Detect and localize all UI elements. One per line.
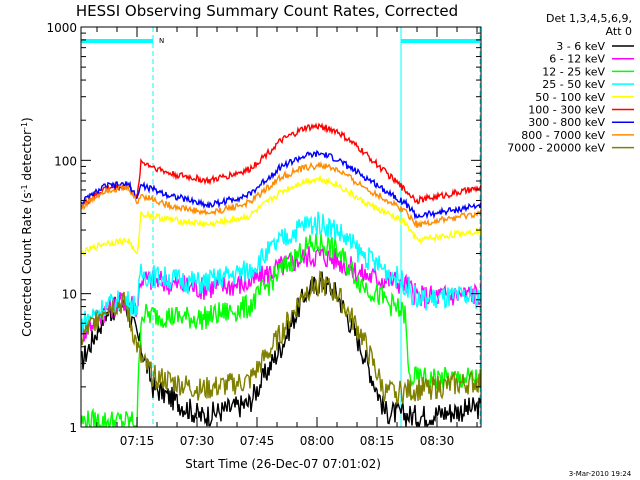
- legend-header: Att 0: [606, 25, 632, 38]
- legend-header: Det 1,3,4,5,6,9,: [546, 12, 632, 25]
- legend-label: 25 - 50 keV: [542, 78, 605, 91]
- footer-timestamp: 3-Mar-2010 19:24: [569, 470, 632, 478]
- legend-label: 7000 - 20000 keV: [507, 142, 605, 155]
- y-axis: 1 10 100 1000: [46, 21, 481, 435]
- plot-frame: [80, 26, 482, 428]
- legend-label: 6 - 12 keV: [549, 53, 605, 66]
- flag-marker-n: N: [159, 37, 164, 45]
- series-line: [81, 246, 481, 343]
- x-tick-label: 07:45: [240, 434, 275, 448]
- x-axis: 07:15 07:30 07:45 08:00 08:15 08:30: [96, 27, 478, 448]
- legend-label: 300 - 800 keV: [528, 116, 605, 129]
- x-axis-label: Start Time (26-Dec-07 07:01:02): [185, 457, 381, 471]
- y-axis-label: Corrected Count Rate (s-1 detector-1): [20, 117, 35, 336]
- series-line: [81, 233, 481, 427]
- legend-label: 3 - 6 keV: [556, 40, 605, 53]
- y-tick-label: 1: [69, 421, 77, 435]
- x-tick-label: 07:15: [120, 434, 155, 448]
- x-tick-label: 08:15: [360, 434, 395, 448]
- legend-label: 800 - 7000 keV: [521, 129, 605, 142]
- y-tick-label: 100: [54, 154, 77, 168]
- y-tick-label: 10: [62, 288, 77, 302]
- series-line: [81, 173, 481, 258]
- series-line: [81, 122, 481, 210]
- x-tick-label: 08:30: [420, 434, 455, 448]
- legend-label: 50 - 100 keV: [535, 91, 605, 104]
- chart-title: HESSI Observing Summary Count Rates, Cor…: [76, 2, 458, 20]
- y-tick-label: 1000: [46, 21, 77, 35]
- series-layer: [81, 122, 481, 427]
- legend-label: 12 - 25 keV: [542, 65, 605, 78]
- x-tick-label: 07:30: [180, 434, 215, 448]
- legend-label: 100 - 300 keV: [528, 104, 605, 117]
- observing-flags: N: [81, 27, 481, 427]
- series-line: [81, 149, 481, 221]
- series-line: [81, 211, 481, 333]
- series-line: [81, 160, 481, 228]
- series-line: [81, 270, 481, 406]
- x-tick-label: 08:00: [300, 434, 335, 448]
